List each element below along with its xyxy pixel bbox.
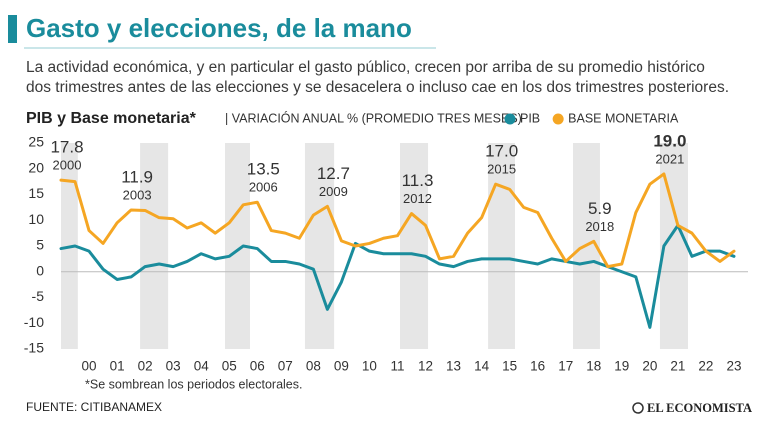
shaded-period xyxy=(400,143,429,349)
x-tick-label: 10 xyxy=(362,359,377,374)
y-tick-label: -15 xyxy=(24,340,44,356)
shaded-period xyxy=(488,143,515,349)
annotation-value: 5.9 xyxy=(588,199,612,218)
shaded-period xyxy=(304,143,335,349)
shaded-period xyxy=(140,143,169,349)
x-tick-label: 08 xyxy=(306,359,321,374)
x-tick-label: 20 xyxy=(642,359,657,374)
x-tick-label: 02 xyxy=(138,359,153,374)
x-tick-label: 00 xyxy=(82,359,97,374)
x-tick-label: 01 xyxy=(110,359,125,374)
x-tick-label: 06 xyxy=(250,359,265,374)
annotation-value: 19.0 xyxy=(653,131,686,150)
x-tick-label: 04 xyxy=(194,359,210,374)
footnote: *Se sombrean los periodos electorales. xyxy=(85,377,302,391)
series-line xyxy=(59,172,736,269)
x-tick-label: 18 xyxy=(586,359,601,374)
annotation-value: 11.9 xyxy=(121,167,153,186)
chart-subtitle: | VARIACIÓN ANUAL % (PROMEDIO TRES MESES… xyxy=(225,110,522,125)
annotation-year: 2015 xyxy=(487,162,516,177)
y-tick-label: -5 xyxy=(32,288,45,304)
logo-icon xyxy=(632,402,644,414)
y-tick-label: 15 xyxy=(28,185,44,201)
annotation-year: 2003 xyxy=(123,187,152,202)
x-tick-label: 03 xyxy=(166,359,181,374)
y-tick-label: -10 xyxy=(24,314,44,330)
series-line xyxy=(59,223,736,329)
y-tick-label: 5 xyxy=(36,237,44,253)
x-tick-label: 09 xyxy=(334,359,349,374)
legend-label: PIB xyxy=(520,111,540,125)
x-tick-label: 05 xyxy=(222,359,237,374)
annotation-year: 2006 xyxy=(249,180,278,195)
y-tick-label: 10 xyxy=(28,211,44,227)
x-tick-label: 15 xyxy=(502,359,517,374)
y-tick-label: 25 xyxy=(28,134,44,150)
annotation-year: 2009 xyxy=(319,184,348,199)
subtitle-line: dos trimestres antes de las elecciones y… xyxy=(26,79,729,96)
subtitle-line: La actividad económica, y en particular … xyxy=(26,59,705,76)
title-bar xyxy=(8,15,17,43)
x-tick-label: 07 xyxy=(278,359,293,374)
x-tick-label: 11 xyxy=(390,359,404,374)
legend-swatch xyxy=(552,113,564,125)
annotation-value: 17.8 xyxy=(50,138,83,157)
annotation-year: 2021 xyxy=(655,151,684,166)
annotation-value: 12.7 xyxy=(317,164,350,183)
y-tick-label: 20 xyxy=(28,159,44,175)
x-tick-label: 13 xyxy=(446,359,461,374)
x-tick-label: 22 xyxy=(698,359,713,374)
legend-label: BASE MONETARIA xyxy=(568,111,679,125)
x-tick-label: 14 xyxy=(474,359,490,374)
logo: EL ECONOMISTA xyxy=(647,401,752,415)
x-tick-label: 12 xyxy=(418,359,433,374)
annotation-value: 11.3 xyxy=(402,171,434,190)
annotation-value: 13.5 xyxy=(247,160,280,179)
title: Gasto y elecciones, de la mano xyxy=(26,13,412,43)
x-tick-label: 21 xyxy=(670,359,685,374)
y-tick-label: 0 xyxy=(36,262,44,278)
x-tick-label: 17 xyxy=(558,359,573,374)
annotation-year: 2018 xyxy=(585,219,614,234)
source: FUENTE: CITIBANAMEX xyxy=(26,400,162,414)
annotation-value: 17.0 xyxy=(485,142,518,161)
annotation-year: 2000 xyxy=(53,158,82,173)
annotation-year: 2012 xyxy=(403,191,432,206)
x-tick-label: 19 xyxy=(614,359,629,374)
chart-title: PIB y Base monetaria* xyxy=(26,110,197,127)
x-tick-label: 23 xyxy=(726,359,741,374)
legend-swatch xyxy=(504,113,516,125)
x-tick-label: 16 xyxy=(530,359,545,374)
